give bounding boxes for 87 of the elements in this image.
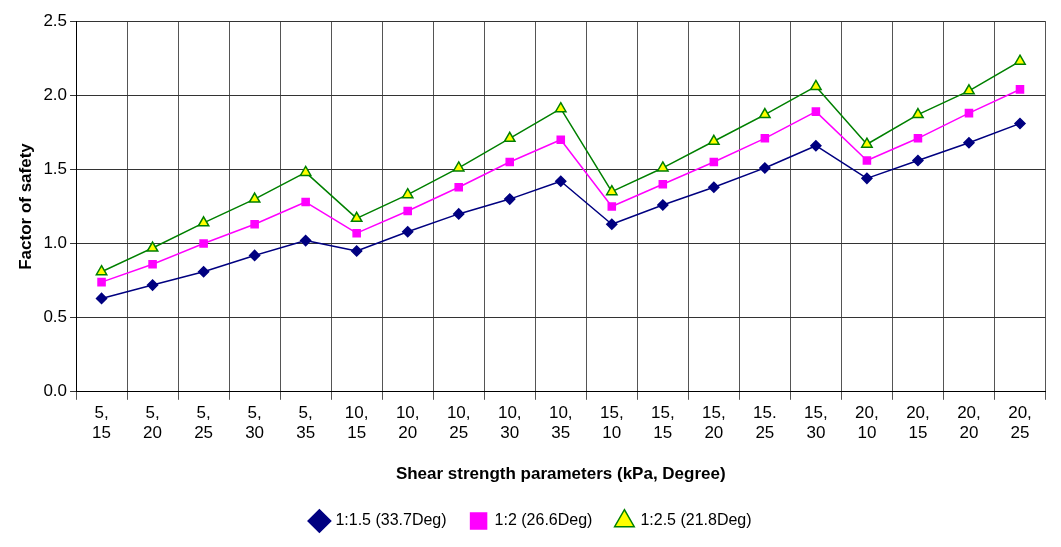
point — [1014, 54, 1026, 65]
point — [1014, 117, 1026, 130]
point — [556, 135, 566, 145]
point — [403, 206, 412, 216]
legend-label: 1:2.5 (21.8Deg) — [640, 511, 752, 529]
point — [555, 175, 567, 188]
x-tick-label: 20, 20 — [957, 402, 981, 443]
x-tick-label: 15. 25 — [753, 402, 777, 443]
point — [350, 211, 363, 223]
x-tick-label: 5, 25 — [194, 402, 214, 443]
y-axis-title: Factor of safety — [15, 142, 35, 270]
x-tick-label: 10, 15 — [344, 402, 369, 443]
point — [250, 220, 259, 229]
point — [197, 265, 210, 278]
y-tick-label: 1.0 — [43, 233, 68, 253]
x-tick-label: 20, 25 — [1008, 402, 1032, 443]
point — [350, 245, 363, 257]
x-tick-label: 5, 35 — [296, 402, 316, 443]
point — [197, 216, 210, 227]
point — [146, 279, 159, 291]
point — [95, 292, 108, 305]
x-tick-label: 20, 10 — [855, 402, 879, 443]
x-axis-title: Shear strength parameters (kPa, Degree) — [395, 464, 726, 484]
x-tick-label: 15, 30 — [804, 402, 828, 443]
x-tick-label: 10, 35 — [548, 402, 573, 443]
x-tick-label: 10, 30 — [497, 402, 522, 443]
point — [454, 182, 463, 192]
point — [810, 139, 822, 152]
x-tick-label: 5, 30 — [245, 402, 265, 443]
point — [605, 184, 618, 196]
point — [606, 218, 618, 231]
point — [759, 162, 771, 174]
point — [862, 156, 872, 165]
x-tick-label: 10, 25 — [446, 402, 471, 443]
point — [656, 161, 669, 172]
point — [503, 193, 516, 205]
point — [964, 108, 974, 118]
point — [352, 228, 361, 238]
point — [452, 208, 465, 220]
y-tick-label: 0.5 — [43, 307, 68, 327]
point — [861, 172, 873, 185]
point — [709, 157, 719, 167]
point — [911, 107, 924, 119]
x-tick-label: 5, 15 — [92, 402, 112, 443]
point — [301, 197, 310, 207]
point — [657, 199, 669, 211]
legend-label: 1:2 (26.6Deg) — [494, 511, 593, 529]
x-tick-label: 5, 20 — [143, 402, 163, 443]
point — [452, 161, 465, 172]
point — [401, 225, 414, 238]
point — [199, 239, 208, 248]
y-tick-label: 2.0 — [43, 85, 68, 105]
point — [811, 107, 821, 116]
x-tick-label: 15, 10 — [599, 402, 624, 443]
point — [505, 157, 515, 167]
point — [554, 101, 567, 113]
point — [963, 137, 975, 149]
point — [503, 131, 516, 143]
point — [248, 249, 261, 262]
x-tick-label: 10, 20 — [395, 402, 420, 443]
point — [963, 84, 975, 95]
y-tick-label: 0.0 — [43, 381, 68, 401]
point — [607, 202, 617, 211]
point — [97, 277, 106, 287]
point — [658, 179, 668, 189]
point — [758, 107, 771, 119]
legend-label: 1:1.5 (33.7Deg) — [335, 511, 447, 529]
point — [860, 137, 873, 148]
point — [299, 165, 312, 177]
point — [401, 187, 414, 199]
x-tick-label: 20, 15 — [906, 402, 930, 443]
point — [146, 241, 159, 252]
point — [708, 181, 720, 193]
point — [912, 154, 924, 167]
x-tick-label: 15, 20 — [702, 402, 726, 443]
point — [707, 134, 720, 146]
point — [95, 264, 108, 276]
y-tick-label: 1.5 — [43, 159, 68, 179]
x-tick-label: 15, 15 — [651, 402, 675, 443]
y-tick-label: 2.5 — [43, 10, 68, 30]
point — [809, 79, 822, 91]
point — [913, 134, 923, 143]
point — [1015, 85, 1025, 94]
point — [299, 234, 312, 247]
point — [148, 260, 157, 269]
point — [760, 134, 770, 143]
point — [248, 192, 261, 203]
